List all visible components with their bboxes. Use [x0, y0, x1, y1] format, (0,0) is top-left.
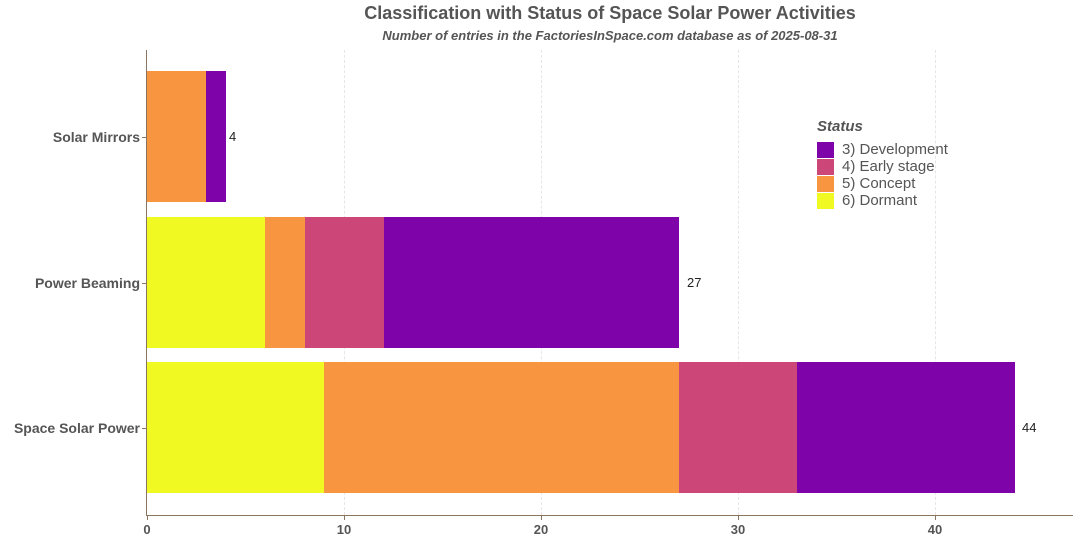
segment-development: [384, 217, 679, 348]
x-tick: [935, 516, 936, 520]
legend-swatch: [817, 158, 834, 175]
y-tick: [142, 137, 146, 138]
legend-swatch: [817, 175, 834, 192]
segment-early-stage: [679, 362, 797, 493]
y-label-power-beaming: Power Beaming: [34, 275, 140, 291]
legend-swatch: [817, 141, 834, 158]
plot-area: 4 27 44: [147, 50, 1072, 515]
segment-early-stage: [305, 217, 384, 348]
segment-development: [797, 362, 1015, 493]
x-tick-label: 10: [336, 522, 352, 537]
y-tick: [142, 283, 146, 284]
segment-concept: [324, 362, 679, 493]
legend-item-development: 3) Development: [817, 141, 948, 158]
x-axis-line: [146, 515, 1073, 516]
legend-item-concept: 5) Concept: [817, 175, 948, 192]
legend-swatch: [817, 192, 834, 209]
chart-title: Classification with Status of Space Sola…: [364, 3, 856, 23]
x-tick-label: 40: [927, 522, 943, 537]
gridline-30: [738, 50, 739, 515]
legend: Status 3) Development 4) Early stage 5) …: [817, 118, 948, 209]
legend-label: 3) Development: [842, 141, 948, 158]
segment-concept: [265, 217, 305, 348]
y-label-solar-mirrors: Solar Mirrors: [52, 129, 140, 145]
segment-dormant: [147, 362, 324, 493]
segment-development: [206, 71, 226, 202]
x-tick: [344, 516, 345, 520]
y-label-space-solar-power: Space Solar Power: [13, 420, 140, 436]
chart-subtitle: Number of entries in the FactoriesInSpac…: [382, 28, 838, 43]
x-tick-label: 30: [730, 522, 746, 537]
legend-label: 6) Dormant: [842, 192, 918, 209]
legend-item-dormant: 6) Dormant: [817, 192, 948, 209]
total-label: 44: [1022, 420, 1037, 435]
y-tick: [142, 428, 146, 429]
x-tick: [738, 516, 739, 520]
segment-dormant: [147, 217, 265, 348]
x-tick: [541, 516, 542, 520]
legend-title: Status: [817, 118, 863, 135]
x-tick: [147, 516, 148, 520]
legend-label: 4) Early stage: [842, 158, 935, 175]
gridline-40: [935, 50, 936, 515]
total-label: 27: [687, 275, 702, 290]
segment-concept: [147, 71, 206, 202]
legend-item-early-stage: 4) Early stage: [817, 158, 948, 175]
x-tick-label: 20: [533, 522, 549, 537]
total-label: 4: [229, 129, 237, 144]
legend-label: 5) Concept: [842, 175, 916, 192]
y-axis-line: [146, 50, 147, 516]
x-tick-label: 0: [143, 522, 151, 537]
